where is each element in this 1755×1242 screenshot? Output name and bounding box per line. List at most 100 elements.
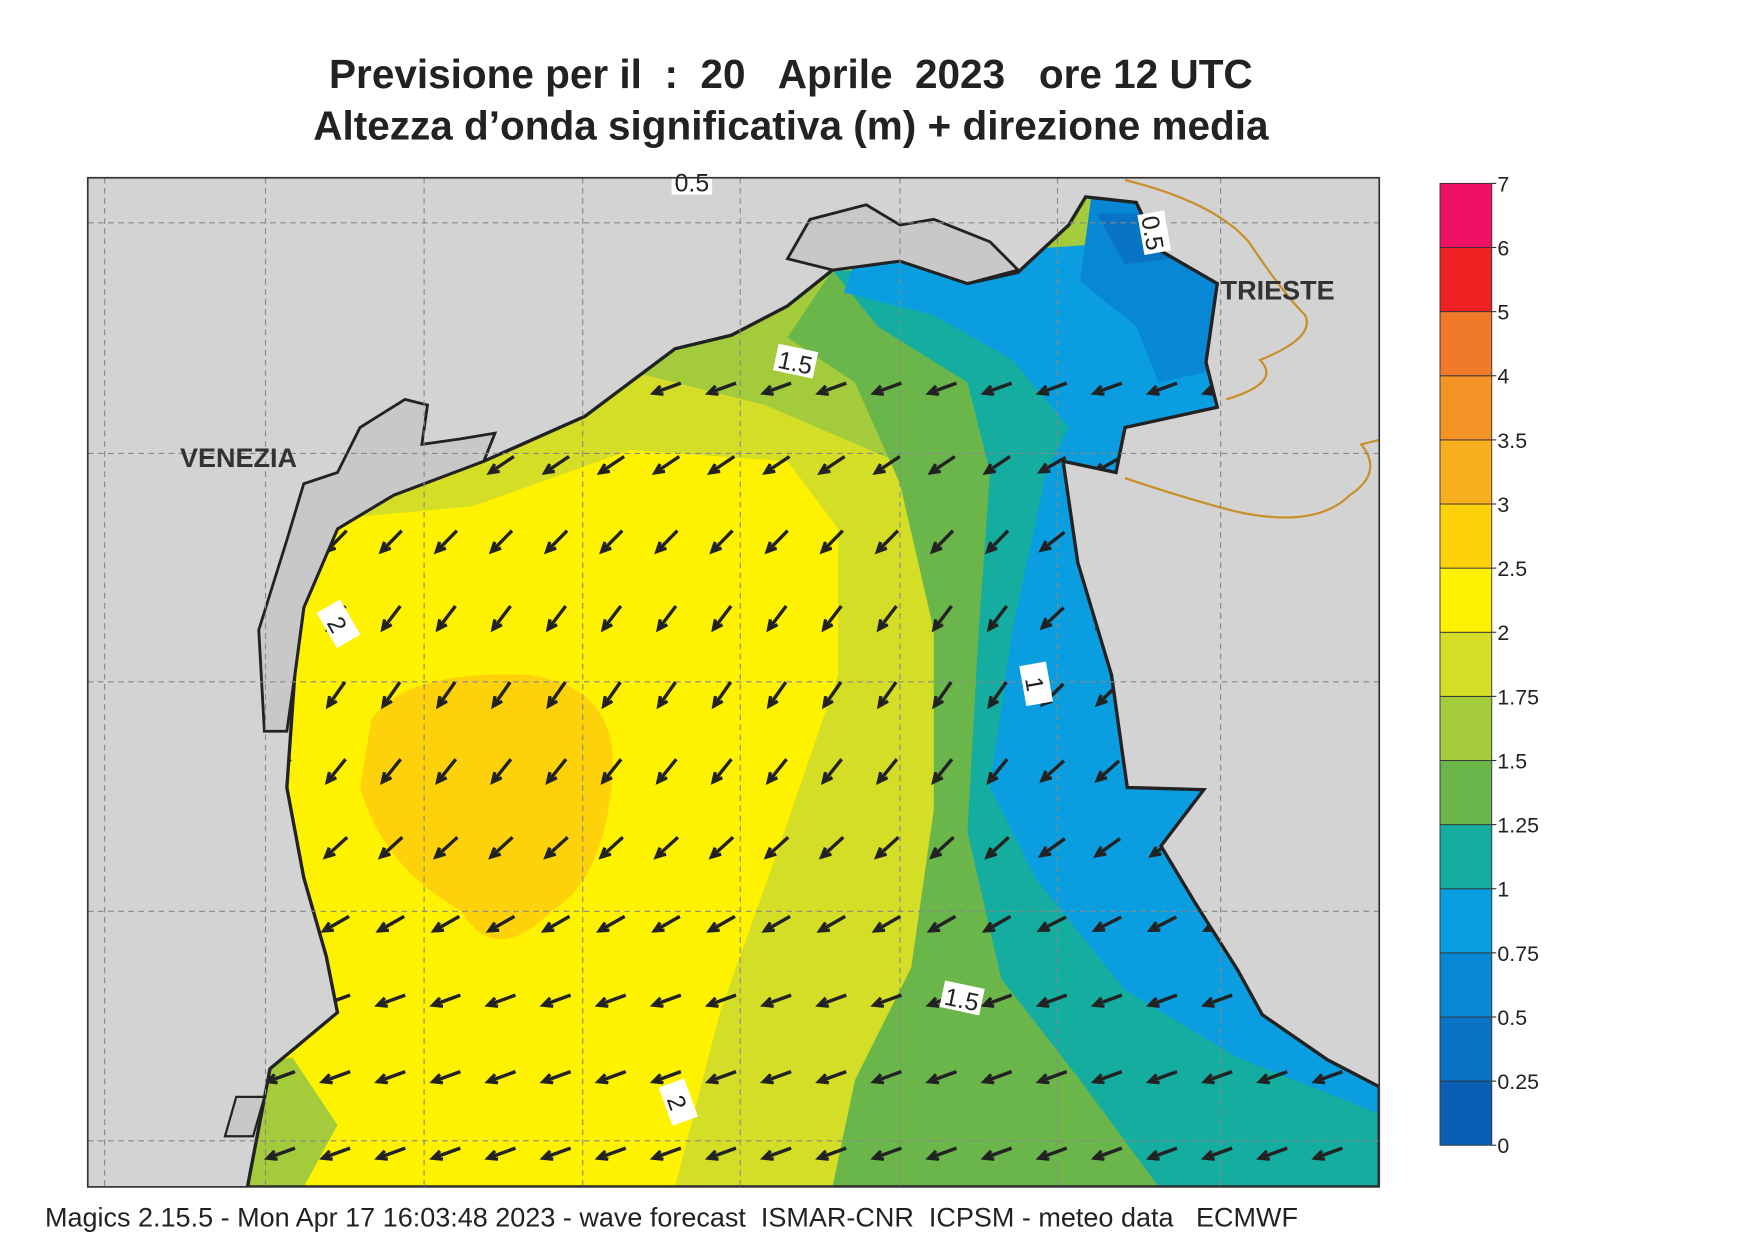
arrow	[649, 381, 682, 396]
arrow	[1311, 1070, 1343, 1085]
arrow	[539, 1146, 572, 1161]
arrow	[870, 381, 902, 396]
label-box	[939, 980, 985, 1016]
arrow	[1094, 759, 1121, 783]
colorbar-band	[1439, 1016, 1493, 1082]
arrow	[711, 604, 733, 633]
arrow	[763, 836, 790, 860]
arrow	[1256, 1070, 1288, 1085]
label-box	[772, 343, 819, 379]
arrow	[649, 993, 682, 1008]
arrow	[711, 681, 733, 710]
arrow	[651, 455, 681, 475]
colorbar-band	[1439, 760, 1493, 826]
arrow	[543, 836, 569, 860]
arrow	[761, 914, 791, 933]
arrow	[653, 836, 680, 860]
arrow	[1036, 455, 1067, 474]
colorbar-label: 4	[1497, 365, 1509, 389]
arrow	[815, 381, 847, 396]
arrow	[764, 529, 789, 555]
colorbar-band	[1439, 695, 1493, 761]
subtitle: Altezza d’onda significativa (m) + direz…	[313, 103, 1269, 149]
colorbar-band	[1439, 182, 1493, 248]
contour-label: 0.5	[1135, 210, 1172, 255]
arrow	[876, 681, 898, 710]
arrow	[759, 1070, 792, 1085]
arrow	[980, 381, 1013, 396]
arrow	[815, 1070, 847, 1085]
arrow	[766, 681, 788, 710]
arrow	[1145, 1070, 1178, 1085]
arrow	[929, 836, 955, 860]
colorbar-label: 2	[1497, 621, 1509, 645]
arrow	[821, 681, 843, 710]
arrow	[1146, 915, 1178, 932]
map-frame	[86, 176, 1381, 1188]
arrow	[1091, 915, 1122, 932]
arrow	[759, 1146, 792, 1161]
arrow	[1145, 1146, 1178, 1161]
label-box	[1137, 210, 1172, 255]
arrow	[874, 529, 900, 555]
label-box	[671, 167, 713, 195]
arrow	[762, 455, 791, 475]
contour-label: 2	[316, 599, 361, 649]
arrow	[655, 604, 678, 633]
arrow	[491, 681, 512, 710]
arrow	[1035, 1146, 1068, 1161]
arrow	[986, 604, 1009, 633]
arrow	[1145, 993, 1178, 1008]
colorbar-band	[1439, 375, 1493, 441]
colorbar-label: 6	[1497, 236, 1509, 260]
arrow	[655, 758, 678, 786]
colorbar-label: 1.75	[1497, 685, 1539, 709]
arrow	[1035, 1070, 1068, 1085]
arrow	[980, 993, 1013, 1008]
arrow	[1093, 837, 1121, 858]
arrow	[601, 681, 622, 710]
arrow	[539, 993, 572, 1008]
label-box	[658, 1078, 698, 1126]
arrow	[429, 1146, 461, 1161]
arrow	[704, 1146, 737, 1161]
arrow	[876, 758, 899, 786]
arrow	[432, 836, 459, 860]
label-text: 0.5	[1135, 214, 1168, 253]
arrow	[318, 1146, 351, 1161]
label-box	[1019, 661, 1053, 707]
label-text: 1	[1019, 675, 1048, 693]
arrow	[980, 1146, 1013, 1161]
arrow	[1200, 993, 1233, 1008]
arrow	[543, 529, 569, 555]
venice-lagoon	[257, 397, 498, 733]
arrow	[1090, 381, 1123, 396]
colorbar-label: 0	[1497, 1134, 1509, 1158]
colorbar-label: 0.75	[1497, 942, 1539, 966]
arrow	[765, 758, 788, 786]
arrow	[378, 529, 403, 555]
arrow	[374, 1146, 406, 1161]
band-275	[360, 674, 614, 940]
colorbar-band	[1439, 631, 1493, 697]
arrow	[1256, 1146, 1288, 1161]
colorbar-band	[1439, 311, 1493, 377]
arrow	[870, 993, 902, 1008]
arrow	[435, 681, 457, 710]
colorbar-band	[1439, 888, 1493, 954]
arrow	[1200, 1070, 1233, 1085]
arrow	[540, 914, 571, 933]
arrow	[986, 758, 1009, 786]
colorbar-label: 2.5	[1497, 557, 1527, 581]
arrow	[595, 914, 626, 933]
arrow	[656, 681, 677, 710]
arrow	[484, 993, 517, 1008]
arrow	[429, 1070, 461, 1085]
arrow	[600, 758, 623, 786]
colorbar-band	[1439, 824, 1493, 890]
colorbar-band	[1439, 952, 1493, 1018]
arrow	[815, 1146, 847, 1161]
coastline	[223, 178, 1380, 1187]
arrow	[926, 914, 957, 933]
